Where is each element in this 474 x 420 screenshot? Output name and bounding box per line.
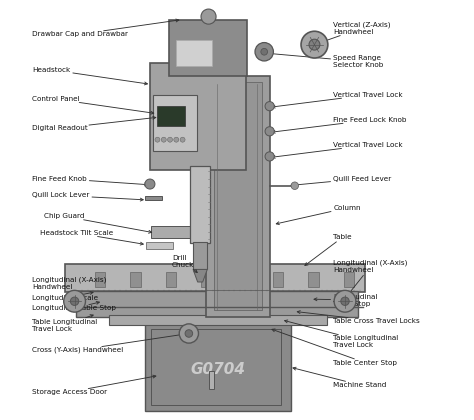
Text: Headstock Tilt Scale: Headstock Tilt Scale bbox=[40, 230, 143, 245]
Text: Cross (Y-Axis) Handwheel: Cross (Y-Axis) Handwheel bbox=[32, 333, 185, 354]
Circle shape bbox=[179, 324, 199, 343]
Text: Quill Lock Lever: Quill Lock Lever bbox=[32, 192, 143, 201]
Circle shape bbox=[174, 137, 179, 142]
Text: Fine Feed Lock Knob: Fine Feed Lock Knob bbox=[272, 117, 407, 133]
Bar bbox=[146, 242, 173, 249]
Circle shape bbox=[64, 290, 85, 312]
Text: Drawbar Cap and Drawbar: Drawbar Cap and Drawbar bbox=[32, 19, 179, 37]
Circle shape bbox=[71, 297, 79, 305]
Circle shape bbox=[301, 31, 328, 58]
Bar bbox=[190, 166, 210, 244]
Bar bbox=[151, 226, 208, 239]
Text: Longitudinal Table Stop: Longitudinal Table Stop bbox=[32, 302, 116, 311]
Circle shape bbox=[265, 102, 274, 111]
Text: Drill
Chuck: Drill Chuck bbox=[172, 255, 197, 273]
Text: Vertical (Z-Axis)
Handwheel: Vertical (Z-Axis) Handwheel bbox=[318, 21, 391, 44]
Circle shape bbox=[145, 179, 155, 189]
Bar bbox=[145, 196, 163, 199]
Polygon shape bbox=[193, 270, 207, 282]
Bar bbox=[65, 265, 365, 291]
Text: Fine Feed Knob: Fine Feed Knob bbox=[32, 176, 147, 186]
Text: Table Center Stop: Table Center Stop bbox=[272, 329, 397, 366]
Circle shape bbox=[167, 137, 173, 142]
Circle shape bbox=[309, 39, 320, 50]
Bar bbox=[145, 317, 292, 411]
Bar bbox=[206, 76, 271, 317]
Text: Table Cross Travel Locks: Table Cross Travel Locks bbox=[297, 311, 420, 324]
Text: Longitudinal
Table Stop: Longitudinal Table Stop bbox=[314, 294, 378, 307]
Text: Chip Guard: Chip Guard bbox=[45, 213, 152, 233]
Bar bbox=[214, 82, 262, 310]
Bar bbox=[201, 272, 212, 287]
Bar bbox=[156, 106, 185, 126]
Bar bbox=[237, 272, 247, 287]
Circle shape bbox=[155, 137, 160, 142]
Text: Control Panel: Control Panel bbox=[32, 96, 154, 114]
Bar bbox=[193, 242, 207, 270]
Bar bbox=[151, 329, 281, 404]
Bar bbox=[130, 272, 141, 287]
Bar bbox=[76, 291, 358, 317]
Text: Table: Table bbox=[305, 234, 352, 265]
Circle shape bbox=[255, 42, 273, 61]
Text: Column: Column bbox=[276, 205, 361, 225]
Bar bbox=[109, 315, 327, 325]
Bar bbox=[273, 272, 283, 287]
Circle shape bbox=[180, 137, 185, 142]
Bar bbox=[308, 272, 319, 287]
Circle shape bbox=[334, 290, 356, 312]
Bar bbox=[153, 95, 197, 151]
Text: Storage Access Door: Storage Access Door bbox=[32, 375, 156, 395]
Text: Headstock: Headstock bbox=[32, 67, 147, 85]
Text: Table Longitudinal
Travel Lock: Table Longitudinal Travel Lock bbox=[284, 320, 399, 348]
Text: G0704: G0704 bbox=[191, 362, 246, 378]
Text: Speed Range
Selector Knob: Speed Range Selector Knob bbox=[268, 52, 383, 68]
Bar bbox=[166, 272, 176, 287]
Text: Machine Stand: Machine Stand bbox=[293, 367, 387, 388]
Text: Quill Feed Lever: Quill Feed Lever bbox=[291, 176, 392, 186]
Bar bbox=[209, 371, 214, 389]
Circle shape bbox=[261, 48, 267, 55]
Text: Table Longitudinal
Travel Lock: Table Longitudinal Travel Lock bbox=[32, 315, 97, 332]
Bar bbox=[95, 272, 105, 287]
Circle shape bbox=[161, 137, 166, 142]
Bar bbox=[169, 20, 246, 76]
Circle shape bbox=[341, 297, 349, 305]
Text: Digital Readout: Digital Readout bbox=[32, 116, 156, 131]
Text: Vertical Travel Lock: Vertical Travel Lock bbox=[272, 92, 403, 108]
Text: Longitudinal Scale: Longitudinal Scale bbox=[32, 291, 98, 301]
Bar bbox=[176, 40, 212, 66]
Text: Longitudinal (X-Axis)
Handwheel: Longitudinal (X-Axis) Handwheel bbox=[333, 260, 408, 297]
Text: Vertical Travel Lock: Vertical Travel Lock bbox=[272, 142, 403, 158]
Text: Longitudinal (X-Axis)
Handwheel: Longitudinal (X-Axis) Handwheel bbox=[32, 276, 106, 297]
Bar bbox=[150, 63, 246, 170]
Circle shape bbox=[201, 9, 216, 24]
Bar bbox=[344, 272, 354, 287]
Circle shape bbox=[291, 182, 299, 189]
Circle shape bbox=[265, 127, 274, 136]
Circle shape bbox=[185, 330, 192, 337]
Circle shape bbox=[265, 152, 274, 161]
